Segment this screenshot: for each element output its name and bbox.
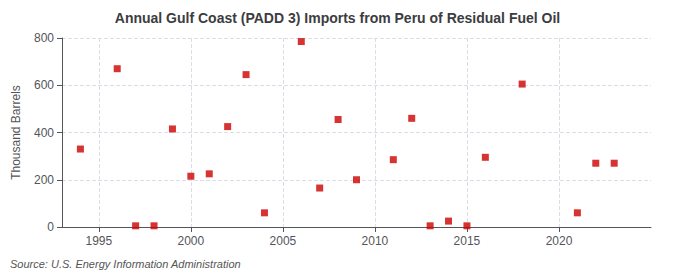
svg-text:Annual Gulf Coast (PADD 3) Imp: Annual Gulf Coast (PADD 3) Imports from … xyxy=(115,10,560,26)
svg-text:2000: 2000 xyxy=(177,234,204,248)
svg-text:0: 0 xyxy=(47,220,54,234)
svg-text:1995: 1995 xyxy=(85,234,112,248)
svg-text:Source: U.S. Energy Informatio: Source: U.S. Energy Information Administ… xyxy=(10,258,241,270)
svg-text:600: 600 xyxy=(34,78,54,92)
svg-text:2020: 2020 xyxy=(546,234,573,248)
svg-text:2015: 2015 xyxy=(454,234,481,248)
svg-text:400: 400 xyxy=(34,126,54,140)
svg-text:Thousand Barrels: Thousand Barrels xyxy=(9,85,23,180)
svg-text:2010: 2010 xyxy=(362,234,389,248)
svg-text:2005: 2005 xyxy=(270,234,297,248)
svg-text:800: 800 xyxy=(34,31,54,45)
svg-text:200: 200 xyxy=(34,173,54,187)
